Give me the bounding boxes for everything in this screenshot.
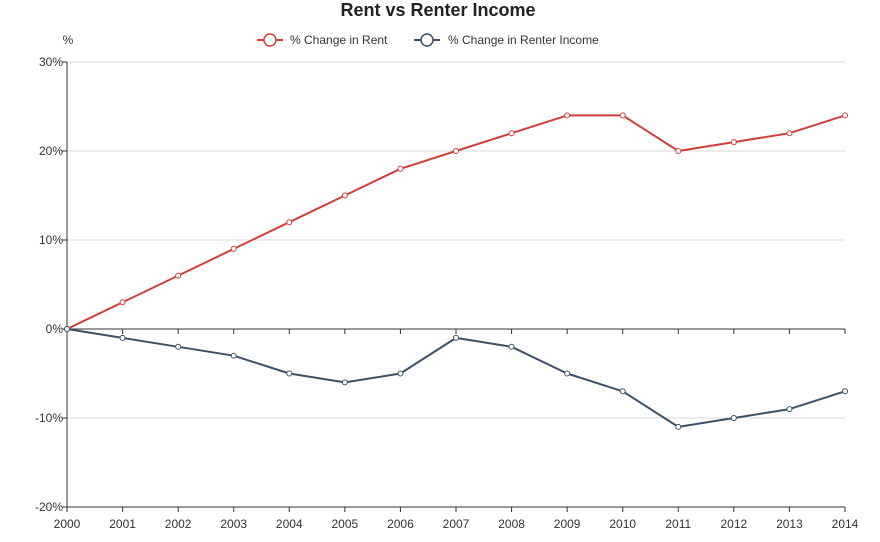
data-point[interactable] bbox=[286, 370, 293, 377]
axes: 30% 20% 10% 0% -10% -20% 2000 2001 2002 2003 2004 2… bbox=[35, 55, 859, 531]
x-tick-label: 2011 bbox=[665, 517, 691, 531]
data-point[interactable] bbox=[786, 130, 793, 137]
series-rent bbox=[64, 112, 848, 332]
x-tick-label: 2000 bbox=[54, 517, 81, 531]
data-point[interactable] bbox=[175, 343, 182, 350]
x-tick-label: 2014 bbox=[832, 517, 859, 531]
y-tick-label: 0% bbox=[46, 322, 64, 336]
data-point[interactable] bbox=[675, 148, 682, 154]
data-point[interactable] bbox=[175, 272, 182, 279]
y-tick-label: 20% bbox=[39, 144, 63, 158]
x-tick-label: 2010 bbox=[609, 517, 636, 531]
data-point[interactable] bbox=[64, 326, 70, 332]
legend-marker-icon bbox=[420, 33, 434, 47]
legend-label: % Change in Renter Income bbox=[448, 33, 599, 47]
data-point[interactable] bbox=[675, 423, 682, 430]
legend-item[interactable]: % Change in Rent bbox=[257, 33, 388, 47]
y-tick-label: -20% bbox=[35, 500, 63, 514]
data-point[interactable] bbox=[397, 165, 404, 172]
data-point[interactable] bbox=[730, 415, 737, 421]
data-point[interactable] bbox=[730, 139, 737, 146]
y-axis-unit-label: % bbox=[63, 33, 74, 47]
data-point[interactable] bbox=[842, 112, 848, 119]
x-tick-label: 2009 bbox=[554, 517, 581, 531]
series-line bbox=[66, 114, 846, 330]
y-tick-label: 30% bbox=[39, 55, 63, 69]
data-point[interactable] bbox=[619, 388, 626, 395]
data-point[interactable] bbox=[286, 219, 293, 226]
x-tick-label: 2002 bbox=[165, 517, 192, 531]
data-point[interactable] bbox=[508, 130, 515, 137]
gridlines bbox=[67, 61, 845, 508]
data-point[interactable] bbox=[619, 112, 626, 119]
x-tick-label: 2004 bbox=[276, 517, 303, 531]
chart-title: Rent vs Renter Income bbox=[340, 0, 535, 20]
legend-marker-icon bbox=[263, 33, 277, 47]
x-tick-label: 2006 bbox=[387, 517, 414, 531]
x-tick-label: 2007 bbox=[443, 517, 470, 531]
series-line bbox=[66, 328, 846, 428]
legend-item[interactable]: % Change in Renter Income bbox=[414, 33, 599, 47]
series-renter-income bbox=[64, 326, 848, 430]
data-point[interactable] bbox=[564, 370, 571, 377]
legend-label: % Change in Rent bbox=[290, 33, 388, 47]
data-point[interactable] bbox=[119, 334, 126, 341]
data-point[interactable] bbox=[842, 388, 848, 395]
x-tick-label: 2005 bbox=[332, 517, 359, 531]
data-point[interactable] bbox=[453, 148, 459, 154]
x-tick-label: 2001 bbox=[109, 517, 136, 531]
y-tick-label: 10% bbox=[39, 233, 63, 247]
x-tick-label: 2003 bbox=[220, 517, 247, 531]
data-point[interactable] bbox=[341, 192, 348, 199]
data-point[interactable] bbox=[453, 334, 459, 341]
x-tick-label: 2012 bbox=[721, 517, 748, 531]
x-tick-label: 2013 bbox=[776, 517, 803, 531]
data-point[interactable] bbox=[230, 352, 237, 359]
data-point[interactable] bbox=[230, 245, 237, 252]
data-point[interactable] bbox=[341, 379, 348, 386]
data-point[interactable] bbox=[119, 299, 126, 306]
data-point[interactable] bbox=[508, 343, 515, 350]
series-layer bbox=[64, 112, 848, 430]
y-tick-label: -10% bbox=[35, 411, 63, 425]
data-point[interactable] bbox=[786, 406, 793, 413]
legend[interactable]: % Change in Rent % Change in Renter Incom… bbox=[257, 33, 599, 47]
x-tick-label: 2008 bbox=[498, 517, 525, 531]
data-point[interactable] bbox=[564, 112, 571, 119]
data-point[interactable] bbox=[397, 370, 404, 377]
